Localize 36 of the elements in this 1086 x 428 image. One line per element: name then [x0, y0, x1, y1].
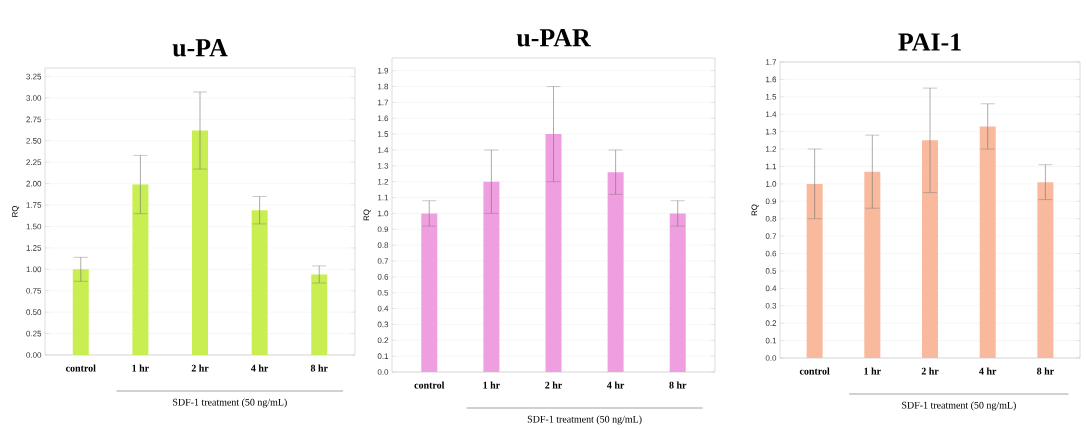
bar — [192, 130, 209, 355]
x-tick-label: 2 hr — [191, 364, 209, 372]
bar — [806, 183, 823, 358]
bar — [421, 213, 438, 372]
chart-title: u-PAR — [516, 29, 591, 47]
x-tick-label: control — [414, 381, 445, 389]
x-tick-label: 8 hr — [1037, 367, 1054, 375]
bar — [922, 140, 939, 358]
x-tick-label: 4 hr — [979, 367, 997, 375]
bar — [72, 269, 89, 355]
bar — [132, 184, 149, 355]
bar — [251, 210, 268, 355]
bar — [669, 213, 686, 372]
bar — [483, 181, 500, 372]
x-tick-label: 2 hr — [921, 367, 939, 375]
x-tick-label: 1 hr — [483, 381, 500, 389]
bar — [607, 172, 624, 372]
x-tick-label: 8 hr — [310, 364, 328, 372]
bar — [545, 134, 562, 372]
x-tick-label: control — [799, 367, 830, 375]
bar — [1037, 182, 1054, 358]
x-tick-label: 1 hr — [864, 367, 881, 375]
x-tick-label: 4 hr — [251, 364, 269, 372]
x-tick-label: 8 hr — [669, 381, 687, 389]
bar — [979, 126, 996, 358]
x-tick-label: 4 hr — [607, 381, 625, 389]
chart-title: u-PA — [172, 39, 228, 57]
x-axis-title: SDF-1 treatment (50 ng/mL) — [173, 398, 287, 408]
x-tick-label: control — [65, 364, 96, 372]
bar — [864, 171, 881, 358]
chart-title: PAI-1 — [898, 33, 961, 51]
bar — [311, 274, 328, 355]
x-tick-label: 2 hr — [545, 381, 563, 389]
x-axis-title: SDF-1 treatment (50 ng/mL) — [902, 401, 1016, 411]
x-axis-title: SDF-1 treatment (50 ng/mL) — [527, 415, 642, 425]
x-tick-label: 1 hr — [132, 364, 149, 372]
